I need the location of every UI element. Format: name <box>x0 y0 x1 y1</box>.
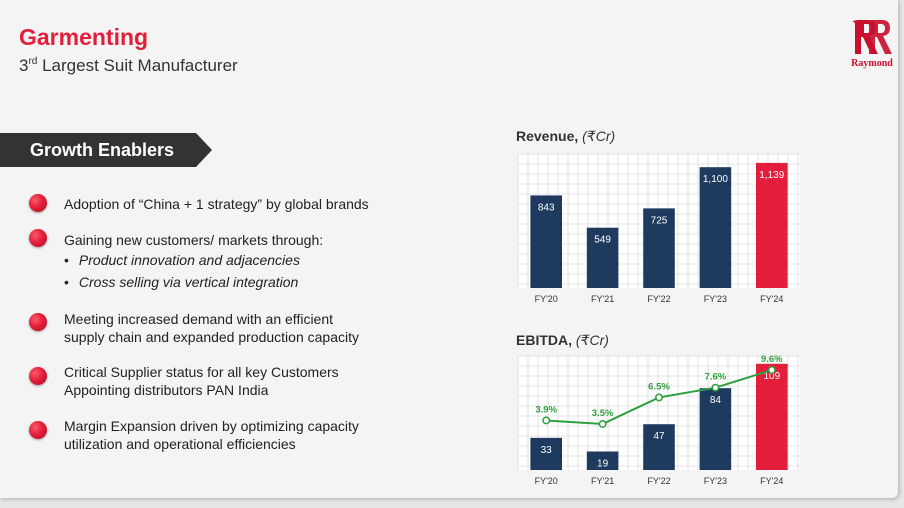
page-subtitle: 3rd Largest Suit Manufacturer <box>19 56 238 76</box>
bar-value-label: 1,100 <box>703 174 728 185</box>
margin-point <box>655 393 663 402</box>
chart-title-unit: (₹Cr) <box>575 332 609 348</box>
bar-FY'22 <box>643 208 675 288</box>
sub-bullet-text: Cross selling via vertical integration <box>64 274 298 290</box>
bar-value-label: 725 <box>651 215 668 226</box>
revenue-chart: 843 FY'20 549 FY'21 725 FY'22 1,100 FY'23 1,139 F… <box>517 153 800 304</box>
subtitle-text: Largest Suit Manufacturer <box>37 56 238 75</box>
bar-FY'24 <box>756 363 788 470</box>
margin-point <box>598 420 607 428</box>
bullet-text: Gaining new customers/ markets through: <box>64 232 324 248</box>
bullet-line: utilization and operational efficiencies <box>64 436 296 452</box>
bar-value-label: 47 <box>653 431 665 442</box>
bar-value-label: 19 <box>597 458 609 469</box>
margin-label: 9.6% <box>761 354 783 365</box>
bar-value-label: 109 <box>763 371 780 382</box>
logo-text: Raymond <box>851 58 893 69</box>
margin-label: 3.5% <box>592 408 614 419</box>
bar-FY'23 <box>699 167 732 288</box>
sub-bullet-text: Product innovation and adjacencies <box>64 252 300 268</box>
margin-label: 6.5% <box>648 381 670 392</box>
revenue-chart-title: Revenue, (₹Cr) <box>516 128 615 145</box>
growth-enablers-banner: Growth Enablers <box>0 133 212 167</box>
margin-label: 3.9% <box>535 404 557 415</box>
bar-value-label: 549 <box>594 235 611 246</box>
margin-point <box>711 383 720 392</box>
chart-title-unit: (₹Cr) <box>582 128 616 144</box>
margin-point <box>767 366 776 374</box>
bar-FY'21 <box>586 227 619 288</box>
bar-value-label: 84 <box>710 395 722 406</box>
raymond-monogram-icon <box>852 20 892 54</box>
slide: Garmenting 3rd Largest Suit Manufacturer… <box>0 0 898 498</box>
bullet-line: supply chain and expanded production cap… <box>64 329 359 345</box>
bar-FY'20 <box>530 195 562 288</box>
bar-FY'21 <box>586 451 619 470</box>
ebitda-chart: 33 FY'20 19 FY'21 47 FY'22 84 FY'23 109 FY'24 3.9%… <box>517 354 800 486</box>
bar-FY'20 <box>530 437 562 470</box>
bar-FY'23 <box>699 388 732 470</box>
page-title: Garmenting <box>19 24 149 50</box>
bullet-dot-icon <box>29 367 47 385</box>
bullet-text: Critical Supplier status for all key Cus… <box>64 363 339 399</box>
bullet-dot-icon <box>29 229 47 247</box>
x-tick-label: FY'21 <box>591 476 614 486</box>
bar-FY'22 <box>643 424 675 470</box>
x-tick-label: FY'24 <box>760 476 783 486</box>
chart-title-text: EBITDA, <box>516 332 576 348</box>
x-tick-label: FY'23 <box>704 294 727 304</box>
banner-label: Growth Enablers <box>30 140 175 160</box>
bullet-line: Margin Expansion driven by optimizing ca… <box>64 418 359 434</box>
bullet-dot-icon <box>29 421 47 439</box>
chart-title-text: Revenue, <box>516 128 583 144</box>
margin-label: 7.6% <box>705 372 727 383</box>
raymond-logo: Raymond <box>848 16 896 76</box>
x-tick-label: FY'21 <box>591 294 614 304</box>
bullet-dot-icon <box>29 194 47 212</box>
bar-value-label: 1,139 <box>759 170 784 181</box>
bullet-line: Appointing distributors PAN India <box>64 382 269 398</box>
margin-point <box>542 416 551 425</box>
bullet-text: Margin Expansion driven by optimizing ca… <box>64 417 359 453</box>
ebitda-chart-title: EBITDA, (₹Cr) <box>516 332 609 349</box>
x-tick-label: FY'22 <box>647 476 670 486</box>
bar-value-label: 33 <box>541 445 553 456</box>
x-tick-label: FY'22 <box>647 294 670 304</box>
x-tick-label: FY'23 <box>704 476 727 486</box>
bullet-line: Critical Supplier status for all key Cus… <box>64 364 339 380</box>
bullet-text: Meeting increased demand with an efficie… <box>64 310 359 346</box>
x-tick-label: FY'24 <box>760 294 783 304</box>
bullet-text: Adoption of “China + 1 strategy” by glob… <box>64 196 369 212</box>
x-tick-label: FY'20 <box>535 294 558 304</box>
bar-value-label: 843 <box>538 202 555 213</box>
subtitle-ordinal: 3 <box>19 56 29 75</box>
bullet-line: Meeting increased demand with an efficie… <box>64 311 334 327</box>
x-tick-label: FY'20 <box>535 476 558 486</box>
subtitle-suffix: rd <box>28 56 38 67</box>
bar-FY'24 <box>756 162 788 288</box>
bullet-dot-icon <box>29 313 47 331</box>
